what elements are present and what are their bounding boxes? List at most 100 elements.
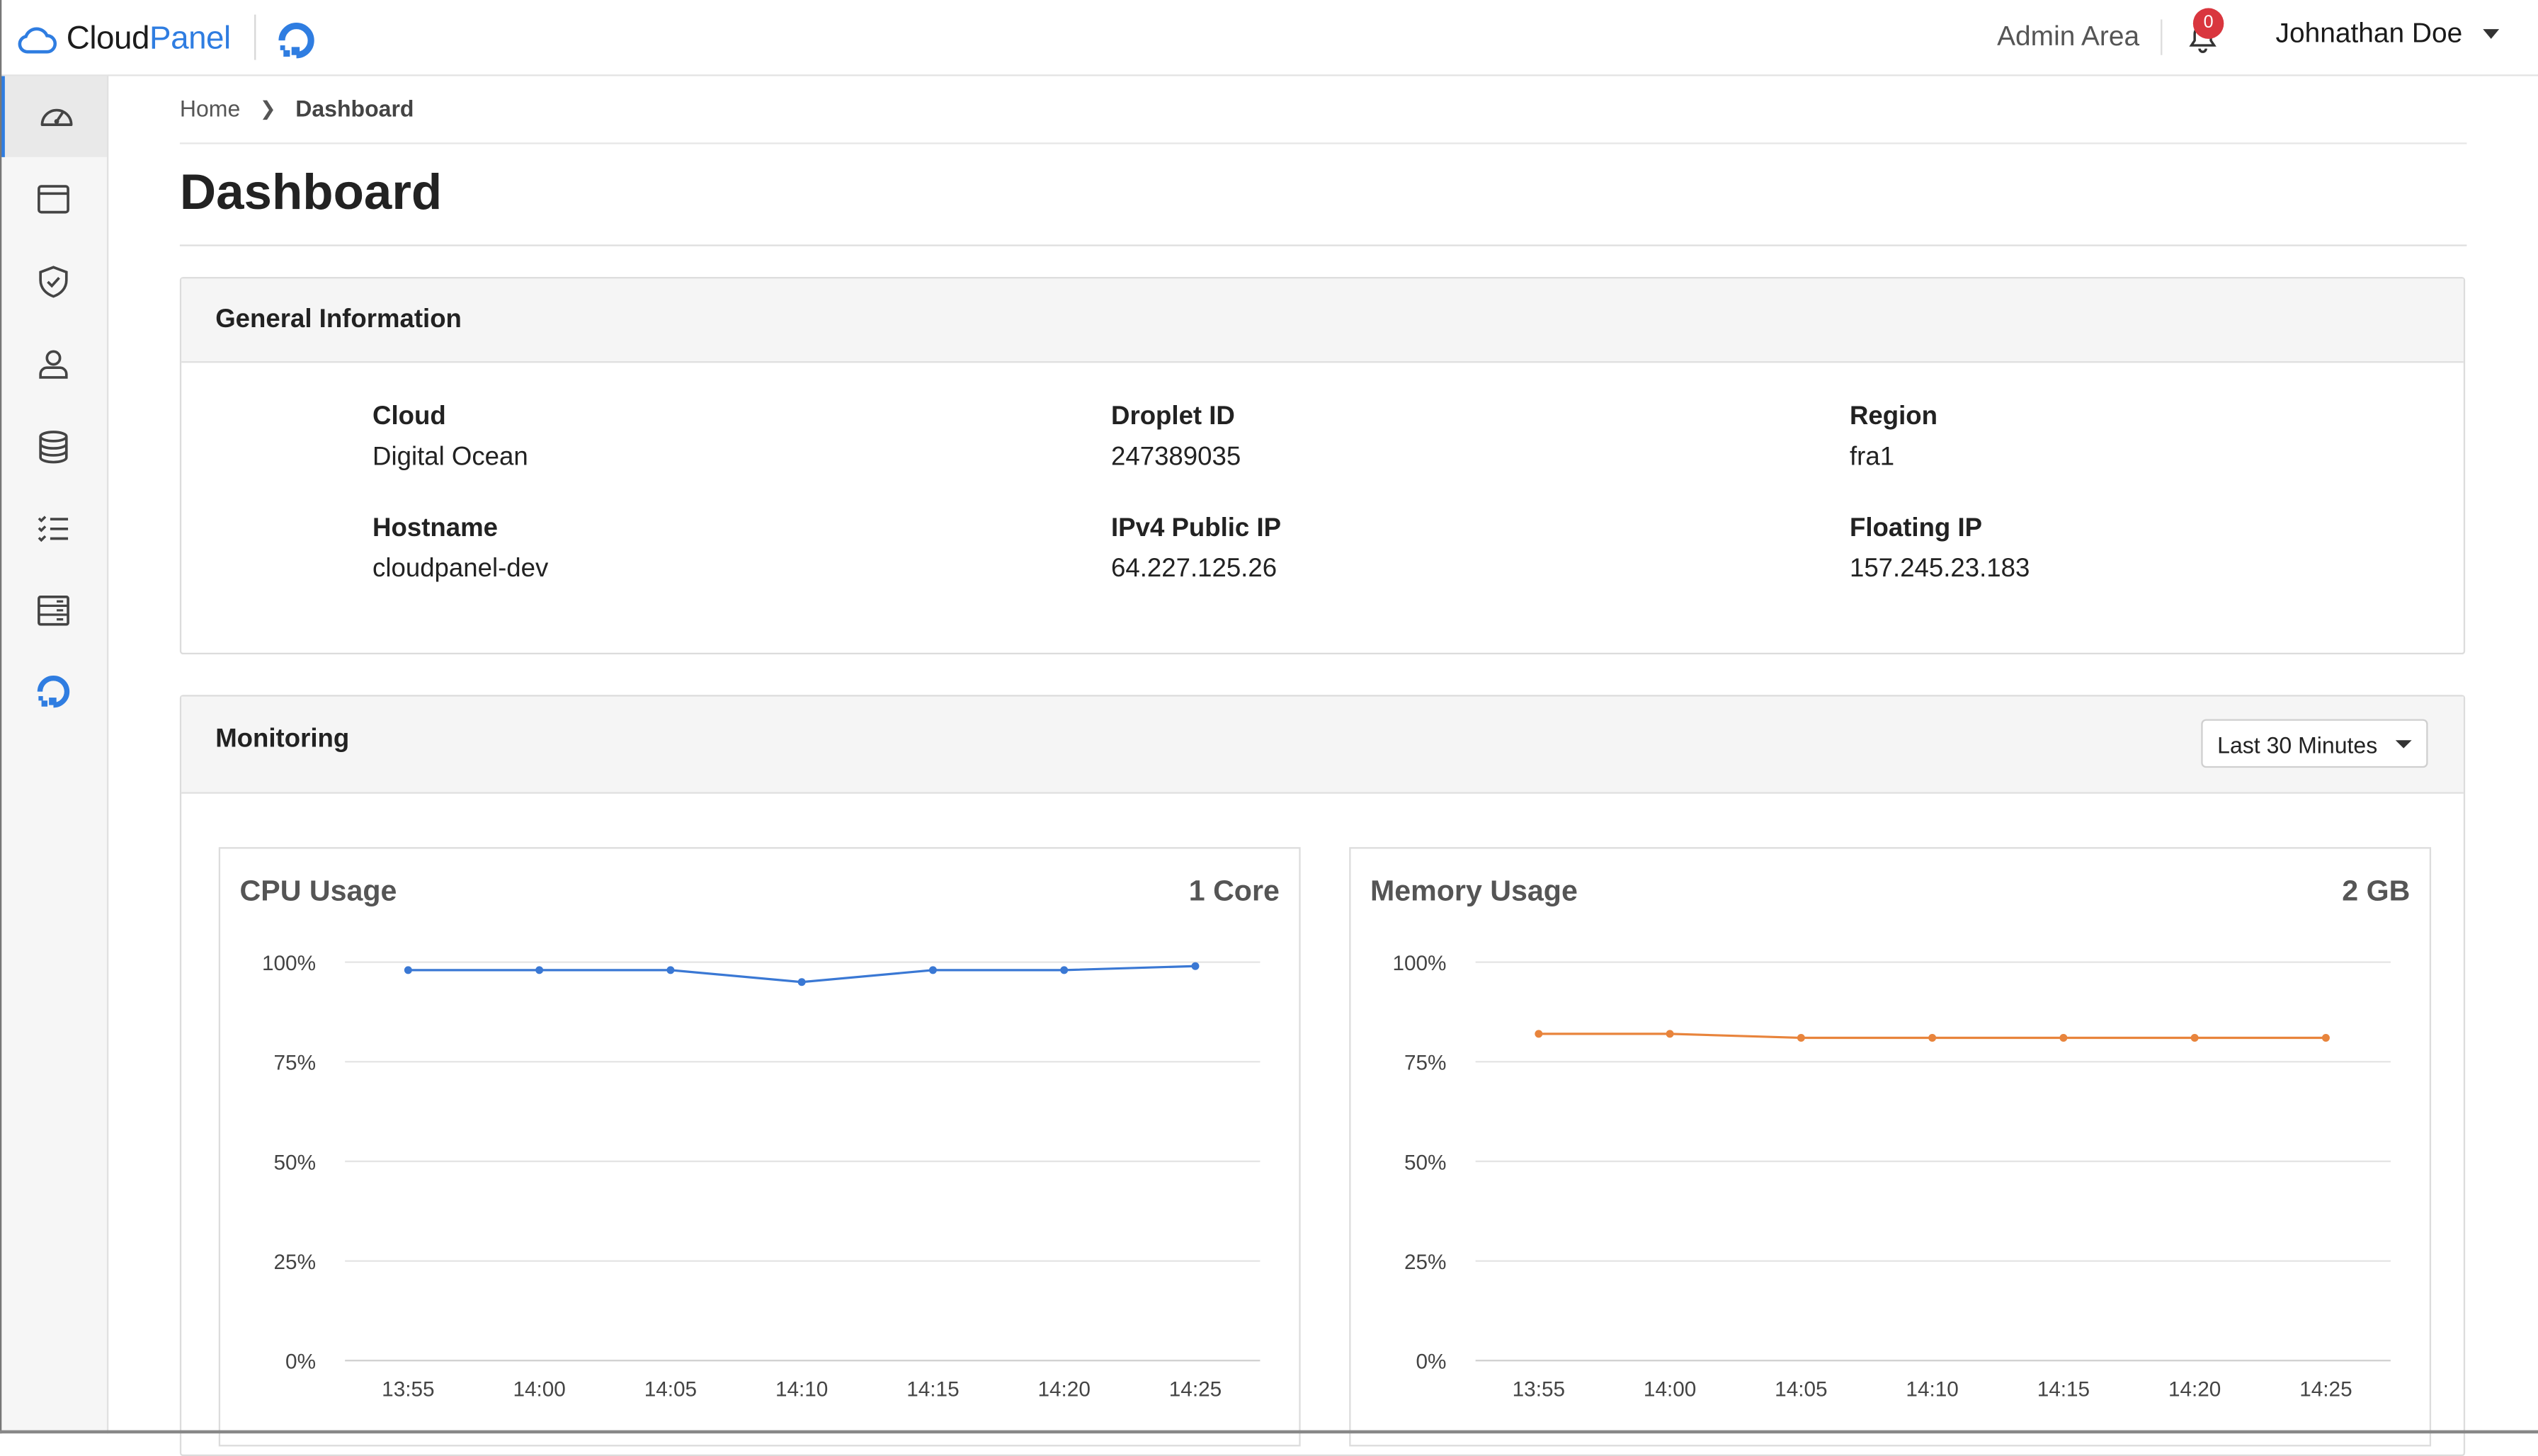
chevron-right-icon: ❯ (259, 97, 276, 120)
data-point[interactable] (2190, 1034, 2199, 1042)
sidebar-item-dashboard[interactable] (0, 76, 107, 157)
page-title: Dashboard (179, 164, 443, 221)
x-tick-label: 14:10 (1906, 1378, 1958, 1401)
chevron-down-icon (2395, 740, 2412, 749)
memory-usage-chart: 100% 75% 50% 25% 0% 13:55 14:00 14:05 14:10 14:15… (1392, 952, 2391, 1401)
digitalocean-icon (37, 675, 70, 708)
y-tick-label: 75% (1404, 1052, 1446, 1075)
browser-window-icon (38, 185, 69, 214)
cloud-value: Digital Ocean (372, 443, 528, 472)
floating-ip-value: 157.245.23.183 (1849, 555, 2030, 584)
cpu-usage-panel: CPU Usage 1 Core 100% 75% 50% 25% 0% 13:55 14:… (218, 847, 1301, 1447)
monitoring-header: Monitoring Last 30 Minutes (181, 696, 2464, 794)
x-tick-label: 14:10 (775, 1378, 828, 1401)
cpu-core-count: 1 Core (1188, 875, 1280, 907)
breadcrumb-divider (179, 142, 2467, 144)
gauge-icon (40, 108, 72, 126)
y-tick-label: 25% (1404, 1251, 1446, 1274)
cloudpanel-logo[interactable]: CloudPanel (16, 19, 231, 58)
x-tick-label: 13:55 (1513, 1378, 1565, 1401)
chevron-down-icon[interactable] (2483, 29, 2500, 39)
general-information-title: General Information (215, 306, 462, 334)
data-point[interactable] (666, 966, 675, 974)
breadcrumb-current: Dashboard (295, 95, 414, 122)
ipv4-public-ip-value: 64.227.125.26 (1111, 555, 1277, 584)
data-point[interactable] (1666, 1030, 1674, 1038)
monitoring-title: Monitoring (215, 725, 350, 753)
breadcrumb-home-link[interactable]: Home (179, 95, 241, 122)
data-point[interactable] (404, 966, 412, 974)
user-menu[interactable]: Johnathan Doe (2275, 18, 2463, 49)
y-tick-label: 25% (274, 1251, 316, 1274)
data-point[interactable] (2059, 1034, 2068, 1042)
y-tick-label: 100% (1392, 952, 1446, 975)
y-tick-label: 75% (274, 1052, 316, 1075)
sidebar-item-server[interactable] (0, 570, 107, 651)
hostname-label: Hostname (372, 515, 498, 543)
x-tick-label: 14:25 (2299, 1378, 2352, 1401)
data-point[interactable] (1928, 1034, 1937, 1042)
region-label: Region (1849, 403, 1937, 431)
x-tick-label: 14:25 (1169, 1378, 1222, 1401)
memory-usage-panel: Memory Usage 2 GB 100% 75% 50% 25% 0% 13:55 14… (1349, 847, 2432, 1447)
sidebar-item-sites[interactable] (0, 159, 107, 239)
breadcrumb: Home ❯ Dashboard (180, 96, 414, 122)
general-information-header: General Information (181, 278, 2464, 363)
logo-divider (254, 14, 256, 60)
x-tick-label: 14:00 (513, 1378, 565, 1401)
title-divider (179, 244, 2467, 246)
sidebar-item-security[interactable] (0, 241, 107, 322)
memory-usage-title: Memory Usage (1370, 875, 1578, 907)
sidebar-item-databases[interactable] (0, 406, 107, 487)
cpu-usage-chart: 100% 75% 50% 25% 0% 13:55 14:00 14:05 14:10 14:15… (262, 952, 1261, 1401)
monitoring-card: Monitoring Last 30 Minutes CPU Usage 1 C… (179, 695, 2466, 1456)
droplet-id-value: 247389035 (1111, 443, 1241, 472)
notification-count-badge[interactable]: 0 (2192, 8, 2224, 39)
y-tick-label: 0% (1416, 1350, 1447, 1374)
x-tick-label: 13:55 (382, 1378, 434, 1401)
y-tick-label: 50% (1404, 1151, 1446, 1174)
ipv4-public-ip-label: IPv4 Public IP (1111, 515, 1282, 543)
data-point[interactable] (1060, 966, 1069, 974)
x-tick-label: 14:20 (1038, 1378, 1091, 1401)
logo-text-panel: Panel (149, 20, 231, 56)
user-icon (39, 350, 68, 379)
region-value: fra1 (1849, 443, 1895, 472)
logo-text-cloud: Cloud (66, 20, 150, 56)
floating-ip-label: Floating IP (1849, 515, 1983, 543)
data-point[interactable] (2321, 1034, 2330, 1042)
data-point[interactable] (928, 966, 937, 974)
x-tick-label: 14:05 (1775, 1378, 1827, 1401)
x-tick-label: 14:20 (2168, 1378, 2221, 1401)
time-range-select[interactable]: Last 30 Minutes (2201, 719, 2428, 768)
data-point[interactable] (535, 966, 544, 974)
x-tick-label: 14:15 (2037, 1378, 2090, 1401)
sidebar-item-digitalocean[interactable] (0, 651, 107, 732)
cloud-logo-icon (18, 27, 57, 54)
data-point[interactable] (1535, 1030, 1543, 1038)
x-tick-label: 14:15 (906, 1378, 959, 1401)
checklist-icon (38, 516, 69, 542)
droplet-id-label: Droplet ID (1111, 403, 1235, 431)
shield-check-icon (39, 266, 68, 298)
sidebar (0, 76, 109, 1434)
digitalocean-logo-icon[interactable] (275, 19, 317, 61)
y-tick-label: 50% (274, 1151, 316, 1174)
admin-area-link[interactable]: Admin Area (1997, 21, 2140, 52)
sidebar-item-users[interactable] (0, 324, 107, 404)
server-rack-icon (38, 596, 69, 626)
y-tick-label: 0% (285, 1350, 316, 1374)
general-information-card: General Information Cloud Digital Ocean … (179, 277, 2466, 655)
data-point[interactable] (797, 978, 806, 986)
data-point[interactable] (1191, 962, 1200, 970)
time-range-value: Last 30 Minutes (2217, 732, 2378, 758)
cloud-label: Cloud (372, 403, 446, 431)
memory-total: 2 GB (2342, 875, 2411, 907)
cpu-usage-title: CPU Usage (239, 875, 397, 907)
x-tick-label: 14:05 (644, 1378, 697, 1401)
database-icon (39, 431, 68, 464)
sidebar-item-tasks[interactable] (0, 489, 107, 570)
data-point[interactable] (1797, 1034, 1805, 1042)
top-bar: CloudPanel Admin Area 0 Johnathan Doe (0, 0, 2538, 76)
